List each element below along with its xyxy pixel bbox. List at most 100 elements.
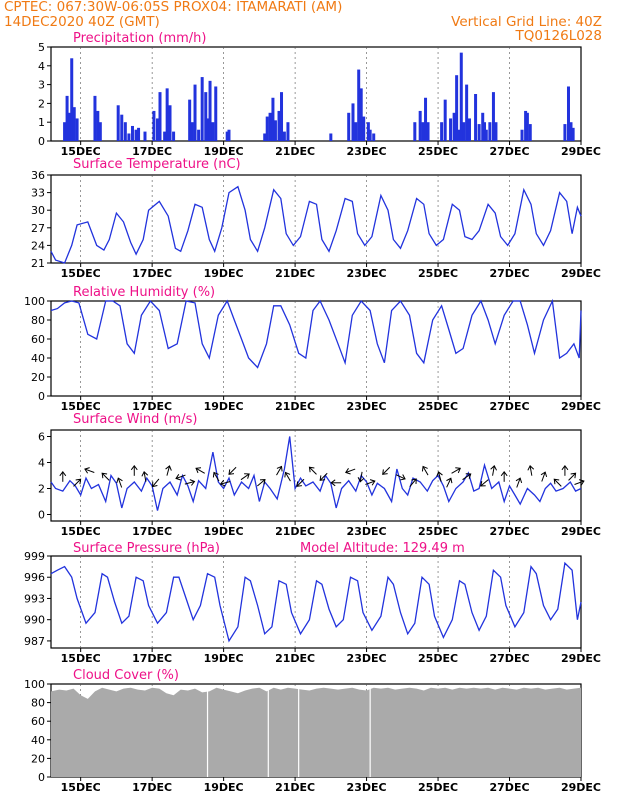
x-tick-label: 15DEC [61, 400, 101, 413]
precip-bar [465, 84, 469, 141]
precip-bar [227, 129, 231, 141]
wind-arrow [285, 472, 291, 482]
precip-bar [72, 107, 76, 141]
wind-arrow-head [276, 465, 283, 472]
wind-arrow-head [75, 478, 82, 485]
panel-subtitle: Model Altitude: 129.49 m [300, 541, 465, 556]
wind-arrow-head [259, 479, 266, 485]
x-tick-label: 25DEC [418, 781, 458, 794]
wind-arrow-head [561, 464, 569, 471]
wind-arrow-head [308, 466, 315, 473]
x-tick-label: 21DEC [275, 652, 315, 665]
wind-arrow [345, 468, 356, 473]
wind-arrow [73, 478, 81, 487]
x-tick-label: 29DEC [561, 525, 601, 538]
wind-arrow-head [421, 465, 428, 472]
x-tick-label: 27DEC [490, 525, 530, 538]
wind-arrow-head [296, 481, 302, 487]
precip-bar [197, 129, 201, 141]
wind-arrow [568, 472, 576, 481]
wind-arrow [117, 477, 123, 488]
cloud-cover-area [51, 687, 581, 777]
precip-bar [204, 92, 208, 141]
precip-bar [528, 124, 532, 141]
y-tick-label: 100 [24, 295, 45, 308]
precip-bar [271, 97, 275, 141]
panel-title: Cloud Cover (%) [73, 668, 179, 683]
wind-arrow [365, 480, 376, 485]
precip-bar [418, 110, 422, 141]
y-tick-label: 40 [31, 352, 45, 365]
precip-bar [467, 118, 471, 141]
series-line-2 [50, 185, 582, 264]
precip-bar [440, 122, 444, 141]
wind-arrow-head [130, 464, 138, 471]
y-tick-label: 4 [38, 60, 45, 73]
precip-bar [172, 131, 176, 141]
x-tick-label: 19DEC [204, 400, 244, 413]
precip-bar [190, 122, 194, 141]
panel-title: Surface Pressure (hPa) [73, 541, 220, 556]
x-tick-label: 25DEC [418, 267, 458, 280]
precip-bar [351, 103, 355, 141]
x-tick-label: 21DEC [275, 525, 315, 538]
wind-arrow [152, 478, 160, 487]
wind-arrow [451, 467, 461, 474]
y-tick-label: 36 [31, 169, 45, 182]
wind-arrow-head [212, 471, 219, 478]
wind-arrow [101, 472, 110, 481]
wind-arrow [462, 473, 472, 481]
precip-bar [211, 122, 215, 141]
wind-arrow [382, 466, 391, 475]
x-tick-label: 19DEC [204, 525, 244, 538]
wind-arrow-head [357, 477, 365, 483]
precip-bar [120, 114, 124, 141]
precip-bar [368, 129, 372, 141]
wind-arrow-head [490, 465, 498, 471]
y-tick-label: 993 [24, 592, 45, 605]
wind-arrow-head [59, 470, 67, 477]
wind-arrow-head [116, 477, 123, 484]
precip-bar [477, 124, 481, 141]
precip-bar [152, 110, 156, 141]
panel-title: Precipitation (mm/h) [73, 31, 206, 46]
model-id: TQ0126L028 [515, 28, 602, 44]
wind-arrow-head [284, 471, 291, 478]
x-tick-label: 17DEC [132, 400, 172, 413]
y-tick-label: 0 [38, 509, 45, 522]
wind-arrow [529, 465, 533, 476]
precip-bar [75, 118, 79, 141]
precip-bar [93, 95, 97, 141]
wind-arrow [256, 479, 266, 487]
x-tick-label: 25DEC [418, 652, 458, 665]
precip-bar [449, 118, 453, 141]
x-tick-label: 15DEC [61, 267, 101, 280]
wind-arrow [446, 478, 452, 488]
precip-bar [329, 133, 333, 141]
wind-arrow-head [500, 470, 508, 477]
x-tick-label: 23DEC [347, 781, 387, 794]
wind-arrow [492, 465, 495, 476]
precip-bar [362, 116, 366, 141]
x-tick-label: 23DEC [347, 525, 387, 538]
x-tick-label: 27DEC [490, 400, 530, 413]
series-line-3 [50, 298, 582, 369]
x-tick-label: 29DEC [561, 781, 601, 794]
precip-bar [268, 112, 272, 141]
wind-arrow [438, 471, 442, 482]
wind-arrow [319, 472, 328, 481]
x-tick-label: 19DEC [204, 652, 244, 665]
wind-arrow-head [319, 475, 326, 481]
y-tick-label: 990 [24, 614, 45, 627]
precip-bar [98, 122, 102, 141]
wind-arrow-head [84, 467, 90, 474]
y-tick-label: 2 [38, 97, 45, 110]
wind-arrow-head [436, 471, 443, 477]
precip-bar [484, 129, 488, 141]
panel-frame [50, 429, 582, 522]
y-tick-label: 21 [31, 257, 45, 270]
precip-bar [165, 88, 169, 141]
y-tick-label: 60 [31, 715, 45, 728]
y-tick-label: 6 [38, 431, 45, 444]
y-tick-label: 1 [38, 116, 45, 129]
